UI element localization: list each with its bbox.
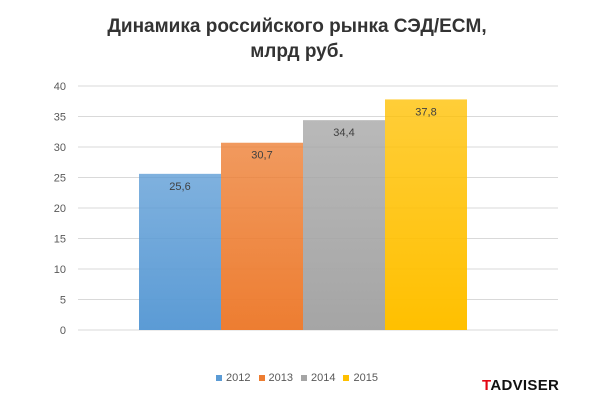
data-label-2015: 37,8 [415,106,436,118]
legend-label-2012: 2012 [226,372,251,384]
legend-swatch-2013 [258,375,265,381]
y-tick-label: 15 [54,234,66,246]
logo-rest: ADVISER [490,377,560,394]
y-tick-label: 10 [54,264,66,276]
y-tick-label: 25 [54,173,66,185]
legend-item: 2013 [258,372,293,384]
logo-first-letter: T [482,377,491,394]
y-tick-label: 5 [60,295,66,307]
bar-2015 [385,99,467,330]
legend-swatch-2014 [301,375,307,381]
data-label-2014: 34,4 [333,127,354,139]
y-tick-label: 30 [54,142,66,154]
legend-label-2015: 2015 [353,372,378,384]
y-tick-label: 0 [60,325,66,337]
chart-legend: 2012 2013 2014 2015 [0,372,594,384]
legend-item: 2014 [301,372,335,384]
legend-swatch-2012 [216,375,223,381]
tadviser-logo: TADVISER [482,377,559,394]
legend-swatch-2015 [343,375,350,381]
y-tick-label: 20 [54,203,66,215]
legend-label-2014: 2014 [311,372,336,384]
chart-title-line-1: Динамика российского рынка СЭД/ECM, [107,16,487,37]
bar-2013 [221,142,303,330]
bar-2012 [139,173,221,330]
bar-2014 [303,120,385,330]
y-tick-label: 40 [54,81,66,93]
data-label-2013: 30,7 [251,150,272,162]
chart-title-line-2: млрд руб. [250,41,344,62]
data-label-2012: 25,6 [169,181,190,193]
legend-item: 2012 [216,372,251,384]
chart-title: Динамика российского рынка СЭД/ECM, млрд… [0,14,594,64]
legend-item: 2015 [343,372,378,384]
y-tick-label: 35 [54,112,66,124]
legend-label-2013: 2013 [268,372,293,384]
